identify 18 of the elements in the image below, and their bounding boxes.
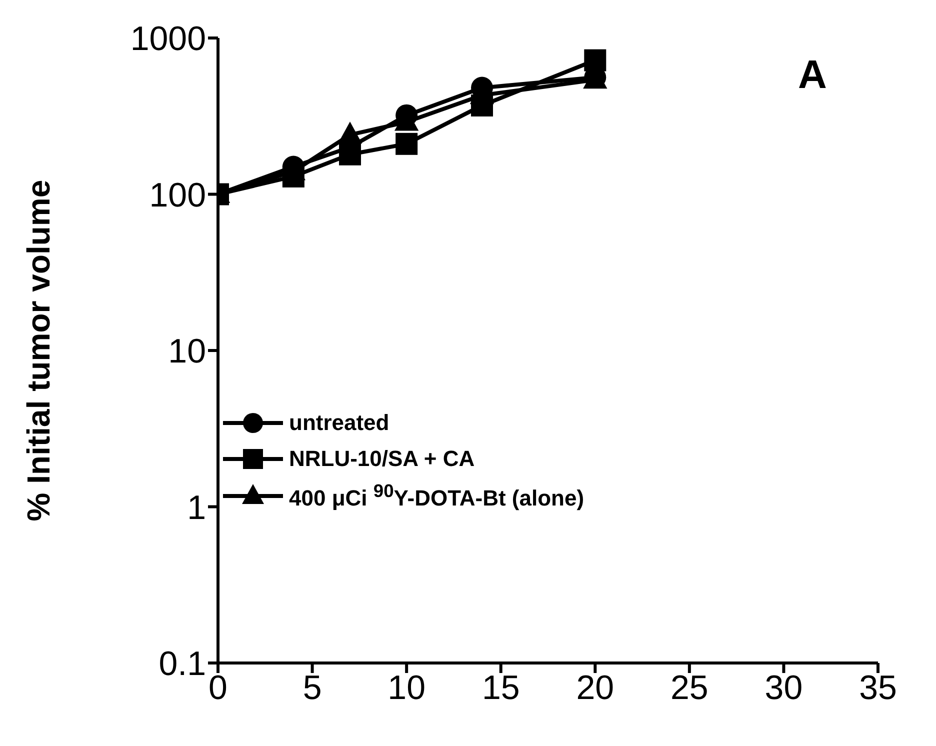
legend-label: untreated: [289, 410, 390, 436]
x-tick-label: 10: [388, 669, 426, 708]
y-tick-label: 1000: [130, 20, 206, 58]
x-tick-label: 30: [764, 669, 803, 708]
y-tick-label: 10: [168, 332, 206, 371]
annotation: A: [798, 53, 827, 98]
x-tick-label: 20: [576, 669, 614, 708]
y-tick-label: 0.1: [158, 645, 206, 684]
x-tick-label: 5: [302, 669, 322, 708]
y-tick-label: 100: [149, 176, 206, 214]
legend-label: NRLU-10/SA + CA: [289, 446, 475, 472]
y-tick-label: 1: [187, 488, 206, 527]
x-tick-label: 15: [482, 669, 520, 708]
legend-label: 400 μCi $^{90}$Y-DOTA-Bt (alone): [289, 480, 584, 512]
x-tick-label: 25: [670, 669, 708, 708]
x-tick-label: 0: [208, 669, 228, 708]
x-tick-label: 35: [859, 669, 897, 708]
y-axis-title: % Initial tumor volume: [20, 180, 56, 522]
